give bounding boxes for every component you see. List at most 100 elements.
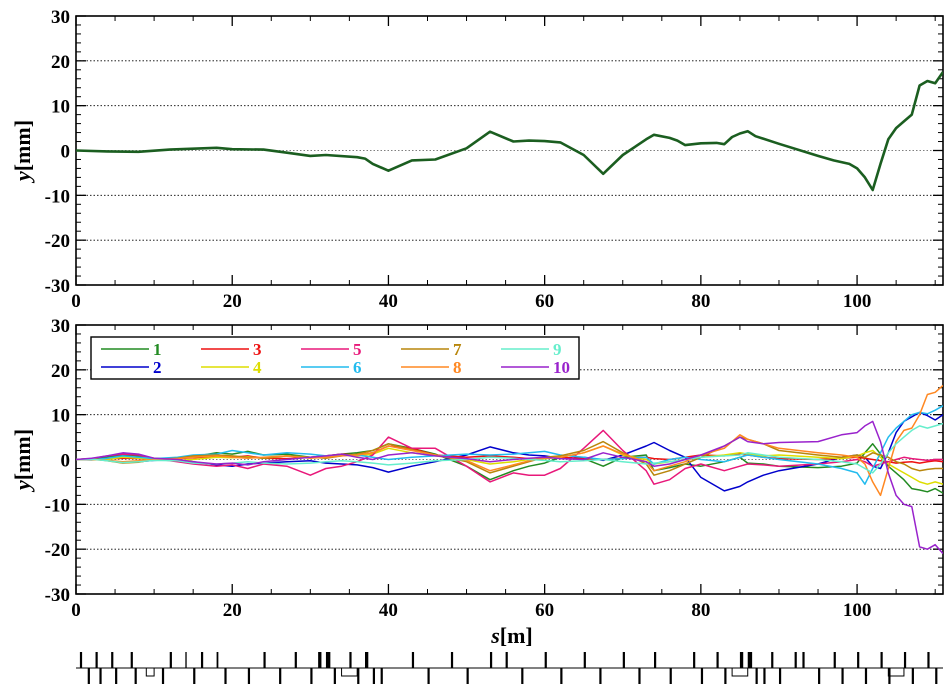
y-axis-label: y[mm] xyxy=(10,429,35,493)
lattice-magnet xyxy=(935,668,938,684)
lattice-magnet xyxy=(95,652,98,668)
lattice-magnet xyxy=(200,652,204,668)
lattice-magnet xyxy=(622,652,625,668)
x-tick-label: 40 xyxy=(379,291,398,312)
lattice-magnet xyxy=(599,668,602,684)
series-line-6 xyxy=(76,405,943,485)
lattice-magnet xyxy=(747,652,753,668)
lattice-magnet xyxy=(247,668,251,684)
lattice-magnet xyxy=(544,652,547,668)
lattice-magnet xyxy=(79,652,83,668)
x-tick-label: 20 xyxy=(223,600,242,621)
legend-label: 4 xyxy=(253,358,262,377)
lattice-magnet xyxy=(716,652,719,668)
lattice-magnet xyxy=(911,668,914,684)
y-tick-label: -10 xyxy=(45,495,70,516)
magnet-lattice xyxy=(76,652,943,684)
x-tick-label: 80 xyxy=(691,600,710,621)
lattice-magnet xyxy=(318,652,322,668)
series-line-orbit xyxy=(76,71,943,192)
lattice-magnet xyxy=(263,652,266,668)
y-tick-label: -20 xyxy=(45,540,70,561)
lattice-magnet xyxy=(185,652,187,668)
lattice-magnet xyxy=(193,668,196,684)
lattice-magnet xyxy=(325,652,331,668)
lattice-magnet xyxy=(115,668,118,684)
lattice-magnet xyxy=(169,652,172,668)
legend-label: 9 xyxy=(553,340,562,359)
lattice-magnet xyxy=(833,652,836,668)
lattice-magnet xyxy=(560,668,563,684)
lattice-magnet xyxy=(310,668,313,684)
y-tick-label: -30 xyxy=(45,276,70,297)
lattice-magnet xyxy=(693,652,696,668)
lattice-magnet xyxy=(224,668,227,684)
x-axis-label: s[m] xyxy=(490,623,533,648)
lattice-magnet xyxy=(521,668,524,684)
lattice-magnet xyxy=(357,668,360,684)
x-tick-label: 100 xyxy=(843,600,872,621)
lattice-magnet xyxy=(216,652,219,668)
lattice-magnet xyxy=(794,652,797,668)
y-tick-label: -30 xyxy=(45,585,70,606)
lattice-magnet xyxy=(99,668,102,684)
y-tick-label: 0 xyxy=(61,451,71,472)
y-axis-label: y[mm] xyxy=(10,120,35,184)
lattice-magnet xyxy=(927,652,930,668)
lattice-magnet xyxy=(111,652,114,668)
lattice-magnet xyxy=(880,652,883,668)
lattice-magnet xyxy=(802,652,805,668)
y-tick-label: -20 xyxy=(45,231,70,252)
x-tick-label: 100 xyxy=(843,291,872,312)
y-tick-label: 30 xyxy=(51,316,70,337)
lattice-magnet xyxy=(349,652,352,668)
legend-label: 6 xyxy=(353,358,362,377)
x-tick-label: 0 xyxy=(71,600,81,621)
x-tick-label: 80 xyxy=(691,291,710,312)
lattice-magnet xyxy=(489,652,493,668)
x-tick-label: 20 xyxy=(223,291,242,312)
lattice-magnet xyxy=(134,668,137,684)
series-line-7 xyxy=(76,436,943,476)
y-tick-label: 30 xyxy=(51,7,70,28)
legend-box xyxy=(90,336,580,380)
y-tick-label: -10 xyxy=(45,186,70,207)
lattice-magnet xyxy=(669,668,672,684)
series-line-10 xyxy=(76,420,943,555)
bottom-panel: 0 20 40 60 80 100 -30 -20 -10 0 10 20 30 y[mm] 12 34 56 7… xyxy=(10,316,944,621)
lattice-magnet xyxy=(161,668,165,684)
lattice-magnet xyxy=(818,668,821,684)
lattice-magnet xyxy=(380,668,383,684)
lattice-magnet xyxy=(505,652,508,668)
lattice-magnet xyxy=(279,668,282,684)
lattice-magnet xyxy=(739,652,744,668)
legend-label: 7 xyxy=(453,340,462,359)
lattice-magnet xyxy=(294,652,297,668)
series-line-8 xyxy=(76,384,943,497)
y-tick-label: 20 xyxy=(51,52,70,73)
lattice-magnet xyxy=(372,668,376,684)
legend-label: 2 xyxy=(153,358,162,377)
lattice-magnet xyxy=(583,652,586,668)
series-group xyxy=(76,384,943,555)
lattice-dipole xyxy=(731,667,749,677)
y-tick-label: 20 xyxy=(51,361,70,382)
legend: 12 34 56 78 910 xyxy=(90,336,580,380)
lattice-magnet xyxy=(411,652,415,668)
legend-label: 5 xyxy=(353,340,362,359)
lattice-magnet xyxy=(427,668,430,684)
lattice-magnet xyxy=(857,652,860,668)
lattice-magnet xyxy=(365,652,369,668)
x-tick-label: 60 xyxy=(535,291,554,312)
lattice-magnet xyxy=(903,652,907,668)
legend-label: 10 xyxy=(553,358,570,377)
y-tick-label: 10 xyxy=(51,406,70,427)
lattice-magnet xyxy=(654,652,657,668)
lattice-magnet xyxy=(130,652,133,668)
legend-label: 1 xyxy=(153,340,162,359)
lattice-magnet xyxy=(450,652,454,668)
lattice-magnet xyxy=(466,668,469,684)
lattice-dipole xyxy=(887,667,905,677)
lattice-magnet xyxy=(87,668,90,684)
